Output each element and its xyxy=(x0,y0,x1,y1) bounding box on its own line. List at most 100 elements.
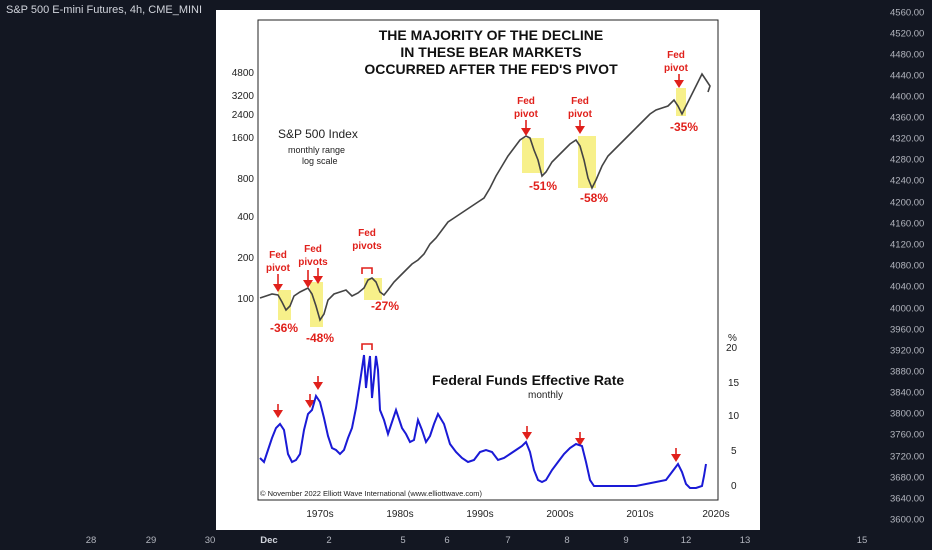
arrow-down-icon xyxy=(273,284,283,292)
annotation-1: Fed pivot -36% xyxy=(266,250,298,335)
arrow-down-icon xyxy=(305,400,315,408)
price-label: 3600.00 xyxy=(890,514,925,526)
svg-text:-35%: -35% xyxy=(670,120,698,134)
price-label: 4400.00 xyxy=(890,91,925,103)
svg-text:-51%: -51% xyxy=(529,179,557,193)
svg-text:Fed: Fed xyxy=(304,244,322,255)
price-label: 4120.00 xyxy=(890,239,925,251)
annotation-3: Fed pivots -27% xyxy=(352,228,399,313)
price-label: 4280.00 xyxy=(890,154,925,166)
rate-arrows xyxy=(273,343,681,462)
arrow-down-icon xyxy=(273,410,283,418)
svg-text:pivot: pivot xyxy=(568,109,593,120)
price-label: 3640.00 xyxy=(890,493,925,505)
right-axis-label: 15 xyxy=(728,378,740,389)
time-label: 28 xyxy=(85,535,97,546)
price-label: 3880.00 xyxy=(890,366,925,378)
sp500-subtitle-1: monthly range xyxy=(288,145,345,155)
price-label: 4480.00 xyxy=(890,49,925,61)
time-label: 13 xyxy=(739,535,751,546)
price-label: 3760.00 xyxy=(890,429,925,441)
right-axis-label: 10 xyxy=(728,411,740,422)
annotation-4: Fed pivot -51% xyxy=(514,96,557,193)
decade-label: 1990s xyxy=(466,509,493,520)
plot-frame xyxy=(257,19,719,501)
price-label: 3840.00 xyxy=(890,387,925,399)
right-axis: % 20 15 10 5 0 xyxy=(726,333,740,492)
price-label: 4160.00 xyxy=(890,218,925,230)
svg-text:pivot: pivot xyxy=(266,263,291,274)
price-label: 4440.00 xyxy=(890,70,925,82)
left-axis-label: 200 xyxy=(237,253,254,264)
time-label: 15 xyxy=(856,535,868,546)
price-label: 4080.00 xyxy=(890,260,925,272)
sp500-title: S&P 500 Index xyxy=(278,127,358,141)
decade-label: 1980s xyxy=(386,509,413,520)
svg-text:-58%: -58% xyxy=(580,191,608,205)
svg-text:Fed: Fed xyxy=(517,96,535,107)
price-label: 3800.00 xyxy=(890,408,925,420)
time-label: 9 xyxy=(623,535,629,546)
figure-title-line-2: IN THESE BEAR MARKETS xyxy=(400,44,581,60)
highlight-box xyxy=(578,136,596,188)
left-axis-label: 2400 xyxy=(232,110,255,121)
svg-text:Fed: Fed xyxy=(667,50,685,61)
svg-text:Fed: Fed xyxy=(269,250,287,261)
price-label: 4000.00 xyxy=(890,303,925,315)
price-axis[interactable]: 4560.00 4520.00 4480.00 4440.00 4400.00 … xyxy=(860,0,932,530)
right-axis-unit: % xyxy=(728,333,737,344)
highlight-box xyxy=(676,88,686,116)
left-axis: 4800 3200 2400 1600 800 400 200 100 xyxy=(232,68,255,305)
time-label: 30 xyxy=(204,535,216,546)
time-axis[interactable]: 28 29 30 Dec 2 5 6 7 8 9 12 13 15 xyxy=(0,530,868,550)
svg-text:-48%: -48% xyxy=(306,331,334,345)
svg-text:-27%: -27% xyxy=(371,299,399,313)
chart-image: THE MAJORITY OF THE DECLINE IN THESE BEA… xyxy=(216,10,760,530)
svg-text:pivots: pivots xyxy=(352,241,382,252)
time-label: 8 xyxy=(564,535,570,546)
arrow-down-icon xyxy=(303,280,313,288)
time-label: 7 xyxy=(505,535,511,546)
time-label: 12 xyxy=(680,535,692,546)
svg-text:pivot: pivot xyxy=(514,109,539,120)
arrow-down-icon xyxy=(521,128,531,136)
left-axis-label: 1600 xyxy=(232,133,255,144)
decade-label: 2000s xyxy=(546,509,573,520)
price-label: 4560.00 xyxy=(890,7,925,19)
highlight-box xyxy=(364,278,382,300)
svg-text:pivots: pivots xyxy=(298,257,328,268)
left-axis-label: 800 xyxy=(237,174,254,185)
annotation-6: Fed pivot -35% xyxy=(664,50,698,134)
ff-subtitle: monthly xyxy=(528,390,563,401)
time-label: Dec xyxy=(260,535,278,546)
left-axis-label: 4800 xyxy=(232,68,255,79)
right-axis-label: 0 xyxy=(731,481,737,492)
svg-text:-36%: -36% xyxy=(270,321,298,335)
price-label: 4360.00 xyxy=(890,112,925,124)
decade-label: 2020s xyxy=(702,509,729,520)
highlight-box xyxy=(310,282,323,327)
arrow-down-icon xyxy=(313,382,323,390)
highlight-box xyxy=(278,290,291,320)
symbol-title[interactable]: S&P 500 E-mini Futures, 4h, CME_MINI xyxy=(6,4,203,16)
figure-title-line-1: THE MAJORITY OF THE DECLINE xyxy=(379,27,604,43)
arrow-down-icon xyxy=(313,276,323,284)
arrow-down-icon xyxy=(522,432,532,440)
highlight-boxes xyxy=(278,88,686,327)
svg-text:Fed: Fed xyxy=(571,96,589,107)
price-label: 4040.00 xyxy=(890,281,925,293)
fed-funds-line xyxy=(259,354,707,489)
price-label: 4520.00 xyxy=(890,28,925,40)
svg-text:Fed: Fed xyxy=(358,228,376,239)
decade-label: 1970s xyxy=(306,509,333,520)
left-axis-label: 100 xyxy=(237,294,254,305)
arrow-down-icon xyxy=(674,80,684,88)
sp500-line xyxy=(259,72,711,322)
time-label: 2 xyxy=(326,535,332,546)
decade-label: 2010s xyxy=(626,509,653,520)
time-label: 5 xyxy=(400,535,406,546)
annotation-2: Fed pivots -48% xyxy=(298,244,334,345)
left-axis-label: 400 xyxy=(237,212,254,223)
price-label: 4240.00 xyxy=(890,175,925,187)
figure-title-line-3: OCCURRED AFTER THE FED'S PIVOT xyxy=(364,61,618,77)
